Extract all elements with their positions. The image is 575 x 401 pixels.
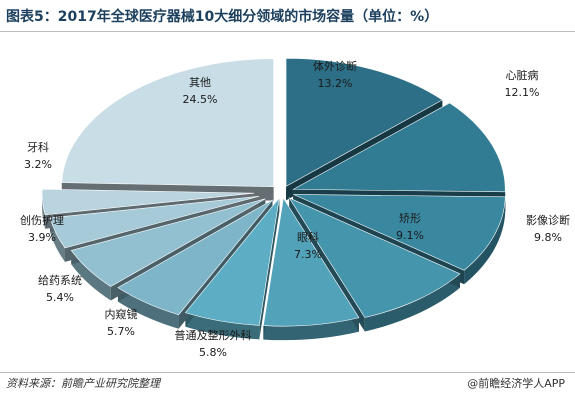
pie-slice-普通及整形外科 <box>184 196 280 326</box>
pie-slice-创伤护理 <box>49 195 260 249</box>
slice-value-label: 13.2% <box>318 77 353 90</box>
pie-slice-side <box>117 287 179 329</box>
footer-divider <box>0 372 575 373</box>
pie-slice-side <box>263 317 359 341</box>
title-divider <box>0 31 575 32</box>
pie-slice-矫形 <box>288 197 461 318</box>
slice-name-label: 创伤护理 <box>20 213 64 227</box>
slice-name-label: 影像诊断 <box>526 213 570 227</box>
slice-name-label: 矫形 <box>399 212 421 225</box>
slice-name-label: 其他 <box>189 76 211 89</box>
slice-value-label: 9.8% <box>534 231 562 244</box>
chart-title: 图表5：2017年全球医疗器械10大细分领域的市场容量（单位：%） <box>6 9 439 25</box>
pie-slice-牙科 <box>41 188 255 216</box>
pie-slice-影像诊断 <box>293 194 506 271</box>
pie-slice-side <box>185 312 260 340</box>
brand-credit: @前瞻经济学人APP <box>467 377 565 390</box>
slice-value-label: 24.5% <box>183 93 218 106</box>
slice-name-label: 内窥镜 <box>105 307 138 321</box>
slice-name-label: 普通及整形外科 <box>175 328 252 342</box>
pie-slice-给药系统 <box>70 198 266 287</box>
slice-value-label: 7.3% <box>294 248 322 261</box>
pie-slice-其他 <box>61 58 274 187</box>
slice-value-label: 5.8% <box>199 346 227 359</box>
pie-slices <box>41 58 506 341</box>
slice-name-label: 眼科 <box>297 230 319 244</box>
slice-value-label: 3.9% <box>28 231 56 244</box>
pie-slice-心脏病 <box>292 102 506 193</box>
slice-value-label: 9.1% <box>396 229 424 242</box>
slice-name-label: 牙科 <box>27 140 49 154</box>
pie-labels: 体外诊断 13.2% 心脏病 12.1% 影像诊断 9.8% 矫形 9.1% 眼科 7.3% 普通及… <box>20 59 570 359</box>
pie-slice-体外诊断 <box>285 58 443 187</box>
pie-slice-side <box>42 193 46 229</box>
pie-slice-side <box>464 196 506 285</box>
slice-value-label: 5.4% <box>46 291 74 304</box>
pie-slice-side <box>364 273 460 332</box>
source-note: 资料来源：前瞻产业研究院整理 <box>6 377 160 390</box>
pie-chart: 体外诊断 13.2% 心脏病 12.1% 影像诊断 9.8% 矫形 9.1% 眼科 7.3% 普通及… <box>20 58 570 359</box>
slice-value-label: 12.1% <box>505 86 540 99</box>
pie-slice-side <box>71 250 111 301</box>
pie-slice-眼科 <box>263 197 360 327</box>
slice-name-label: 给药系统 <box>38 274 82 287</box>
slice-name-label: 体外诊断 <box>313 59 357 73</box>
pie-slice-内窥镜 <box>117 199 273 316</box>
slice-value-label: 5.7% <box>107 325 135 338</box>
slice-name-label: 心脏病 <box>506 68 539 82</box>
slice-value-label: 3.2% <box>24 158 52 171</box>
pie-slice-wall <box>259 197 280 340</box>
